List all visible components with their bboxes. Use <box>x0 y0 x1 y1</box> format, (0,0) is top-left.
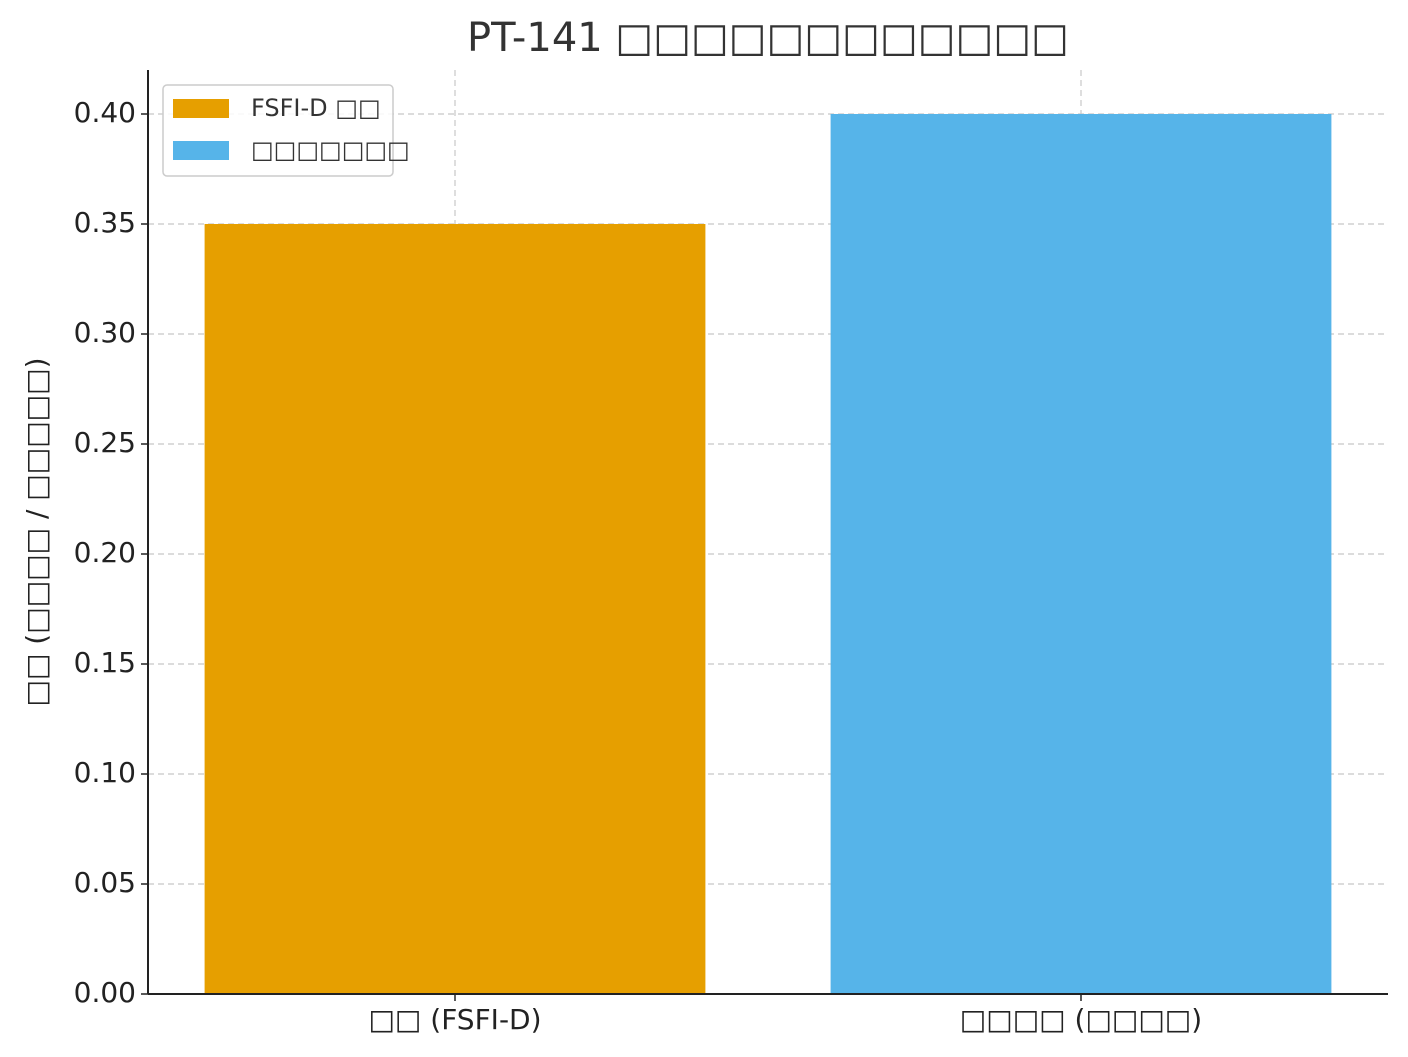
y-tick-label: 0.00 <box>74 976 136 1009</box>
x-tick-label: □□□□ (□□□□) <box>960 1003 1202 1036</box>
bar <box>204 224 706 994</box>
legend-swatch <box>173 141 229 160</box>
y-tick-label: 0.10 <box>74 756 136 789</box>
chart-title: PT-141 □□□□□□□□□□□□ <box>467 15 1069 61</box>
y-tick-label: 0.15 <box>74 646 136 679</box>
y-tick-label: 0.35 <box>74 206 136 239</box>
x-tick-label: □□ (FSFI-D) <box>368 1003 541 1036</box>
legend-swatch <box>173 99 229 118</box>
y-axis-label: □□ (□□□□ / □□□□□) <box>20 358 53 707</box>
y-tick-label: 0.25 <box>74 426 136 459</box>
y-tick-label: 0.05 <box>74 866 136 899</box>
y-tick-label: 0.20 <box>74 536 136 569</box>
legend-label: FSFI-D □□ <box>251 94 381 122</box>
y-tick-label: 0.30 <box>74 316 136 349</box>
y-tick-label: 0.40 <box>74 96 136 129</box>
bar <box>830 114 1332 994</box>
legend-label: □□□□□□□ <box>251 136 410 164</box>
